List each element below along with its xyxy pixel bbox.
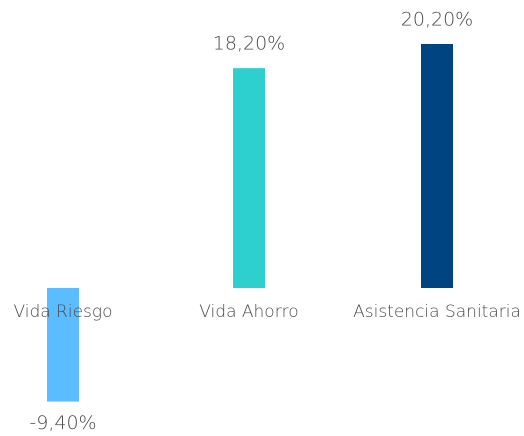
value-label: 18,20% [213,33,285,55]
bar [47,288,79,402]
category-label: Asistencia Sanitaria [353,302,521,322]
category-label: Vida Riesgo [13,302,112,322]
category-label: Vida Ahorro [199,302,298,322]
bar [233,68,265,288]
value-label: 20,20% [401,8,473,30]
bar [421,43,453,288]
value-label: -9,40% [29,412,96,434]
